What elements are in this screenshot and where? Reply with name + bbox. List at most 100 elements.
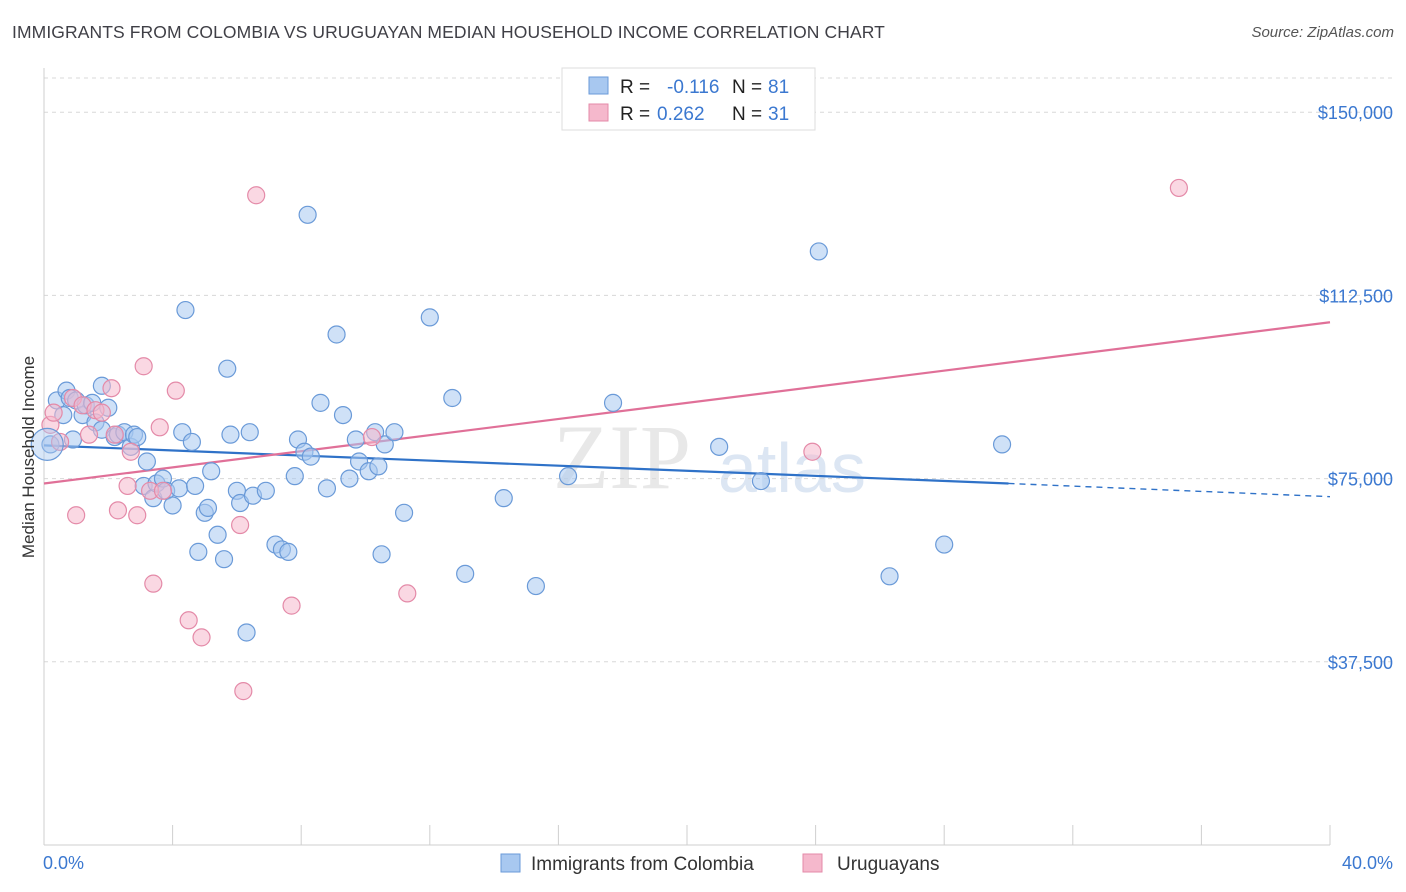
point-colombia bbox=[710, 437, 729, 456]
point-colombia bbox=[186, 476, 205, 496]
point-uruguayans bbox=[166, 381, 185, 400]
data-points bbox=[30, 178, 1188, 701]
point-colombia bbox=[317, 479, 337, 498]
point-colombia bbox=[279, 542, 298, 561]
y-tick-label: $37,500 bbox=[1328, 653, 1393, 673]
point-colombia bbox=[369, 457, 388, 476]
point-colombia bbox=[420, 308, 439, 327]
watermark-atlas: atlas bbox=[718, 429, 866, 507]
correlation-legend: R = -0.116 N = 81 R = 0.262 N = 31 bbox=[561, 67, 816, 131]
point-colombia bbox=[751, 471, 771, 491]
point-uruguayans bbox=[153, 481, 173, 500]
point-colombia bbox=[394, 503, 414, 522]
point-uruguayans bbox=[362, 427, 382, 447]
point-colombia bbox=[240, 423, 259, 442]
point-colombia bbox=[935, 535, 954, 554]
point-uruguayans bbox=[247, 186, 266, 205]
series-legend-swatch-uruguayans bbox=[802, 853, 823, 873]
legend-row1-n-label: N = bbox=[732, 77, 762, 98]
point-colombia bbox=[176, 300, 195, 320]
point-colombia bbox=[340, 469, 359, 488]
point-colombia bbox=[189, 542, 208, 561]
point-colombia bbox=[526, 576, 545, 596]
point-uruguayans bbox=[128, 506, 147, 525]
point-uruguayans bbox=[231, 515, 250, 535]
y-tick-label: $112,500 bbox=[1319, 286, 1393, 306]
point-uruguayans bbox=[1169, 178, 1188, 198]
point-colombia bbox=[218, 359, 237, 378]
point-uruguayans bbox=[150, 418, 169, 437]
point-colombia bbox=[256, 481, 275, 500]
point-colombia bbox=[182, 432, 201, 452]
point-colombia bbox=[301, 447, 320, 466]
point-colombia bbox=[208, 525, 227, 544]
trend-lines bbox=[43, 321, 1331, 498]
legend-row2-n-label: N = bbox=[732, 104, 762, 125]
series-legend-label-uruguayans: Uruguayans bbox=[837, 854, 939, 875]
point-colombia bbox=[603, 393, 623, 412]
point-colombia bbox=[385, 423, 404, 442]
point-colombia bbox=[333, 405, 353, 425]
point-colombia bbox=[558, 467, 578, 486]
trend-line-colombia-extension bbox=[1008, 482, 1331, 498]
point-uruguayans bbox=[79, 425, 99, 444]
watermark-zip: ZIP bbox=[553, 406, 691, 508]
point-colombia bbox=[346, 430, 365, 449]
point-uruguayans bbox=[234, 682, 253, 701]
point-uruguayans bbox=[108, 501, 128, 520]
y-tick-label: $75,000 bbox=[1328, 470, 1393, 490]
point-colombia bbox=[880, 567, 899, 586]
point-colombia bbox=[443, 388, 462, 408]
point-uruguayans bbox=[179, 611, 198, 630]
chart-source: Source: ZipAtlas.com bbox=[1251, 24, 1394, 41]
series-legend-swatch-colombia bbox=[500, 853, 521, 873]
point-uruguayans bbox=[102, 379, 121, 398]
point-colombia bbox=[285, 467, 304, 486]
point-uruguayans bbox=[282, 596, 301, 615]
point-uruguayans bbox=[118, 476, 137, 496]
series-legend: Immigrants from Colombia Uruguayans bbox=[500, 853, 939, 875]
point-colombia bbox=[237, 623, 256, 642]
point-uruguayans bbox=[44, 403, 63, 422]
series-legend-label-colombia: Immigrants from Colombia bbox=[531, 854, 754, 875]
legend-row2-n-value: 31 bbox=[768, 104, 789, 125]
axes bbox=[43, 68, 1331, 846]
point-uruguayans bbox=[144, 574, 163, 593]
chart-title: IMMIGRANTS FROM COLOMBIA VS URUGUAYAN ME… bbox=[12, 22, 885, 42]
point-colombia-large bbox=[30, 427, 64, 462]
point-uruguayans bbox=[50, 432, 70, 452]
point-colombia bbox=[992, 435, 1012, 454]
point-colombia bbox=[494, 489, 513, 508]
point-colombia bbox=[809, 242, 828, 261]
point-colombia bbox=[456, 564, 475, 583]
point-uruguayans bbox=[803, 442, 822, 461]
point-uruguayans bbox=[134, 357, 153, 376]
legend-row1-r-label: R = bbox=[620, 77, 650, 98]
point-uruguayans bbox=[121, 442, 140, 461]
point-colombia bbox=[169, 479, 189, 498]
point-colombia bbox=[221, 425, 240, 444]
point-colombia bbox=[327, 325, 346, 344]
point-uruguayans bbox=[92, 403, 111, 422]
legend-row2-r-value: 0.262 bbox=[657, 104, 705, 125]
legend-swatch-uruguayans bbox=[588, 103, 609, 122]
x-tick-label-end: 40.0% bbox=[1342, 853, 1393, 873]
y-axis-title: Median Household Income bbox=[19, 356, 38, 558]
point-colombia bbox=[198, 498, 218, 518]
point-colombia bbox=[163, 496, 182, 515]
legend-row1-n-value: 81 bbox=[768, 77, 789, 98]
point-colombia bbox=[311, 393, 330, 412]
point-colombia bbox=[137, 452, 156, 471]
legend-swatch-colombia bbox=[588, 76, 609, 95]
trend-line-colombia bbox=[43, 444, 1009, 485]
y-tick-label: $150,000 bbox=[1318, 103, 1393, 123]
point-colombia bbox=[372, 545, 391, 564]
legend-row2-r-label: R = bbox=[620, 104, 650, 125]
point-colombia bbox=[214, 550, 234, 569]
y-tick-labels: $37,500 $75,000 $112,500 $150,000 bbox=[1318, 103, 1393, 673]
point-colombia bbox=[298, 205, 317, 224]
trend-line-uruguayans bbox=[43, 321, 1331, 485]
x-tick-label-start: 0.0% bbox=[43, 853, 84, 873]
grid-lines bbox=[44, 77, 1394, 663]
